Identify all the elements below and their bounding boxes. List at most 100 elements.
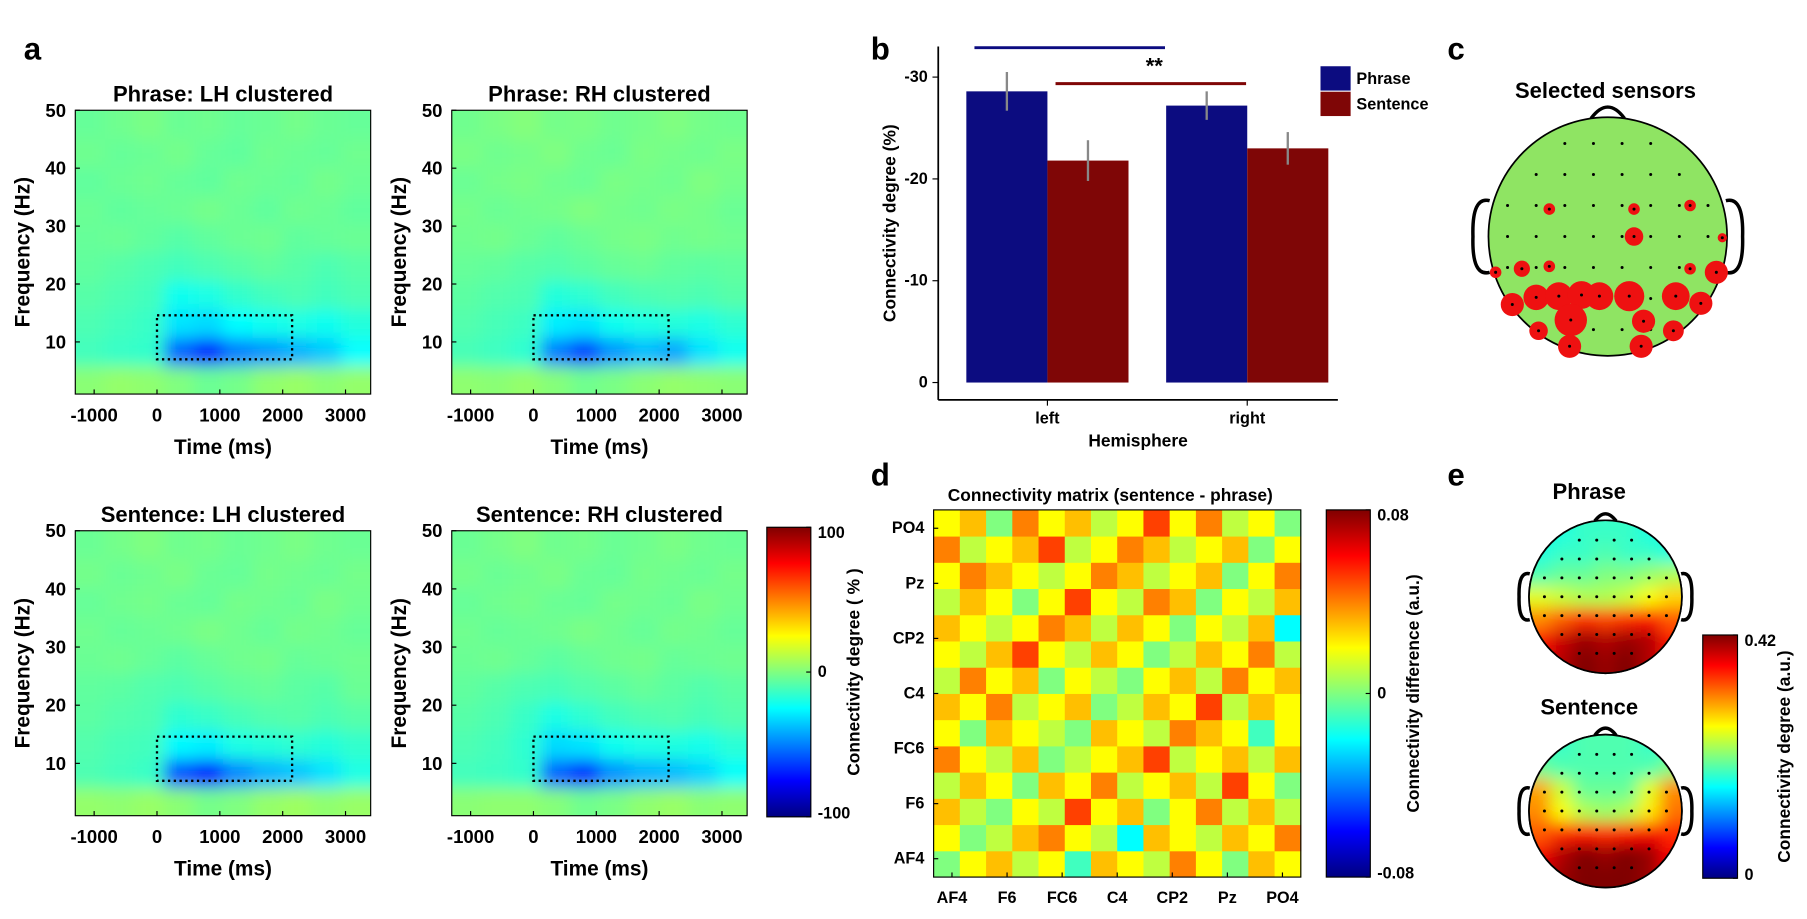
matrix-cell (1195, 745, 1223, 773)
matrix-cell (1064, 509, 1092, 537)
matrix-cell (959, 798, 987, 826)
y-tick-label: 50 (45, 100, 66, 121)
colorbar (1702, 634, 1739, 879)
heatmap-cell (717, 559, 748, 589)
legend-label: Phrase (1356, 70, 1410, 88)
topomap-cell (1550, 821, 1574, 845)
heatmap-cell (252, 280, 283, 310)
matrix-cell (1090, 667, 1118, 694)
matrix-cell (1274, 562, 1302, 590)
matrix-cell (1143, 745, 1171, 773)
heatmap-cell (75, 110, 106, 140)
heatmap-cell (510, 223, 541, 253)
sensor-dot (1577, 651, 1581, 655)
heatmap-cell (569, 730, 601, 760)
heatmap-cell (104, 365, 135, 395)
sensor-dot (1595, 633, 1599, 637)
topomap-cell (1594, 651, 1617, 674)
heatmap-cell (252, 365, 283, 395)
sensor-dot (1630, 790, 1634, 794)
y-tick-label: 40 (45, 158, 66, 179)
heatmap-field (451, 530, 748, 816)
matrix-cell (933, 562, 961, 590)
matrix-cell (1248, 693, 1276, 721)
nose (1593, 512, 1618, 523)
matrix-cell (1248, 824, 1276, 852)
matrix-cell (1222, 850, 1249, 878)
heatmap-cell (510, 110, 541, 140)
sensor-center (1688, 267, 1692, 271)
topomap-cell (1572, 800, 1596, 823)
y-tick-label: -30 (904, 68, 927, 86)
heatmap-cell (628, 673, 660, 703)
heatmap-cell (163, 530, 195, 560)
sensor-center (1510, 303, 1514, 307)
heatmap-cell (163, 252, 195, 282)
y-tick-label: CP2 (893, 629, 925, 647)
x-tick-label: 1000 (576, 404, 617, 425)
heatmap-cell (104, 701, 135, 731)
sensor-dot (1630, 651, 1634, 655)
topomap-cell (1529, 585, 1552, 609)
matrix-cell (1090, 509, 1118, 537)
matrix-cell (1117, 667, 1144, 694)
heatmap-cell (717, 223, 748, 253)
matrix-cell (986, 719, 1013, 747)
x-tick-label: -1000 (70, 826, 117, 847)
sensor-dot (1534, 203, 1538, 208)
x-tick-label: F6 (998, 889, 1017, 907)
topomap-cell (1638, 756, 1661, 779)
matrix-cell (1169, 824, 1197, 852)
sensor-center (1557, 294, 1561, 298)
heatmap-cell (510, 308, 541, 338)
sensor-dot (1534, 266, 1538, 270)
y-axis-label: Frequency (Hz) (12, 598, 35, 748)
x-tick-label: -1000 (447, 404, 494, 425)
heatmap-cell (134, 758, 165, 788)
colorbar-label: Connectivity difference (a.u.) (1403, 574, 1423, 812)
heatmap-cell (282, 337, 313, 367)
heatmap-cell (717, 616, 748, 646)
heatmap-cell (311, 280, 342, 310)
heatmap-cell (599, 701, 630, 731)
topomap-cell (1572, 585, 1596, 609)
heatmap-cell (599, 195, 630, 225)
heatmap-cell (311, 787, 342, 816)
matrix-cell (1038, 509, 1066, 537)
x-axis-label: Time (ms) (174, 436, 272, 459)
heatmap-cell (451, 787, 482, 816)
heatmap-cell (717, 138, 748, 168)
matrix-cell (959, 641, 987, 668)
matrix-cell (1274, 824, 1302, 852)
heatmap-cell (104, 252, 135, 282)
matrix-cell (1274, 745, 1302, 773)
sensor-dot (1563, 141, 1567, 145)
ear (1517, 571, 1531, 622)
heatmap-cell (510, 758, 541, 788)
heatmap-cell (341, 616, 371, 646)
sensor-dot (1647, 595, 1651, 599)
heatmap-cell (599, 673, 630, 703)
matrix-cell (1090, 850, 1118, 878)
heatmap-cell (481, 758, 512, 788)
sensor-dot (1612, 809, 1616, 813)
matrix-cell (1090, 536, 1118, 563)
heatmap-cell (481, 138, 512, 168)
matrix-cell (1117, 824, 1144, 852)
sensor-dot (1664, 809, 1668, 813)
heatmap-cell (104, 280, 135, 310)
matrix-cell (1274, 536, 1302, 563)
topomap-cell (1594, 542, 1617, 565)
plot-title: Phrase: RH clustered (488, 82, 711, 107)
panel-label: b (871, 31, 890, 66)
y-tick-label: 30 (422, 216, 443, 237)
heatmap-cell (252, 167, 283, 196)
sensor-dot (1542, 576, 1546, 580)
sensor-dot (1595, 614, 1599, 618)
heatmap-cell (163, 308, 195, 338)
matrix-cell (1248, 667, 1276, 694)
topomap-cell (1550, 563, 1574, 587)
heatmap-cell (252, 701, 283, 731)
colorbar (766, 526, 812, 818)
heatmap-cell (628, 587, 660, 617)
